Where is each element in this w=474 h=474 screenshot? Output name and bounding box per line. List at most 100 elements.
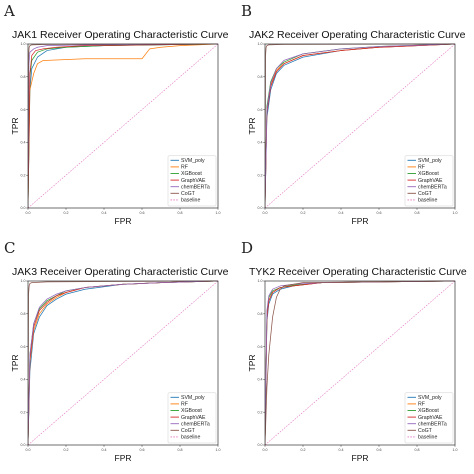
chart-title: TYK2 Receiver Operating Characteristic C…: [249, 266, 467, 278]
y-tick-label: 0.2: [258, 410, 263, 414]
y-tick-label: 1.0: [21, 279, 26, 283]
y-tick-label: 0.6: [21, 108, 26, 112]
y-tick-label: 0.8: [21, 312, 26, 316]
legend-entry: baseline: [181, 435, 200, 441]
chart-title: JAK1 Receiver Operating Characteristic C…: [12, 29, 229, 41]
y-tick-label: 0.8: [258, 75, 263, 79]
legend-box: [167, 155, 217, 207]
x-tick-label: 0.2: [64, 211, 69, 215]
x-tick-label: 0.4: [339, 211, 344, 215]
x-tick-label: 0.8: [178, 211, 183, 215]
y-axis-label: TPR: [10, 355, 20, 372]
legend-entry: GraphVAE: [181, 178, 206, 184]
legend-box: [404, 392, 454, 444]
y-tick-label: 0.0: [21, 443, 26, 447]
legend-entry: SVM_poly: [418, 158, 442, 164]
x-axis-label: FPR: [352, 216, 369, 226]
x-tick-label: 0.4: [102, 448, 107, 452]
x-tick-label: 0.0: [26, 448, 31, 452]
y-tick-label: 1.0: [21, 42, 26, 46]
x-tick-label: 1.0: [216, 448, 221, 452]
series-line-cogt: [265, 280, 456, 445]
series-line-chemberta: [28, 280, 219, 445]
y-tick-label: 0.4: [258, 378, 263, 382]
x-tick-label: 1.0: [453, 211, 458, 215]
y-tick-label: 0.8: [258, 312, 263, 316]
legend: SVM_polyRFXGBoostGraphVAEchemBERTaCoGTba…: [404, 392, 454, 444]
series-line-chemberta: [265, 280, 456, 445]
legend-entry: XGBoost: [181, 171, 202, 177]
x-tick-label: 0.0: [26, 211, 31, 215]
y-tick-label: 0.0: [258, 206, 263, 210]
x-tick-label: 1.0: [453, 448, 458, 452]
y-tick-label: 0.2: [21, 410, 26, 414]
legend-entry: baseline: [181, 198, 200, 204]
x-tick-label: 0.6: [377, 448, 382, 452]
y-tick-label: 0.8: [21, 75, 26, 79]
series-group: [28, 280, 219, 445]
series-line-cogt: [28, 280, 219, 445]
x-axis-label: FPR: [115, 216, 132, 226]
plot-frame: [27, 43, 219, 209]
x-axis-label: FPR: [115, 453, 132, 463]
legend-entry: chemBERTa: [418, 421, 447, 427]
legend-entry: baseline: [418, 198, 437, 204]
y-tick-label: 1.0: [258, 42, 263, 46]
legend-box: [404, 155, 454, 207]
x-axis-label: FPR: [352, 453, 369, 463]
legend-entry: CoGT: [181, 428, 196, 434]
chart-title: JAK3 Receiver Operating Characteristic C…: [12, 266, 229, 278]
plot-frame: [27, 280, 219, 446]
y-tick-label: 0.2: [258, 173, 263, 177]
series-group: [265, 280, 456, 445]
legend: SVM_polyRFXGBoostGraphVAEchemBERTaCoGTba…: [167, 155, 217, 207]
legend-entry: GraphVAE: [418, 415, 443, 421]
x-tick-label: 1.0: [216, 211, 221, 215]
series-line-rf: [28, 43, 219, 208]
panel-letter: C: [4, 239, 15, 257]
x-tick-label: 0.4: [339, 448, 344, 452]
legend-entry: CoGT: [181, 191, 196, 197]
panel-letter: B: [241, 2, 252, 20]
chart-title: JAK2 Receiver Operating Characteristic C…: [249, 29, 466, 41]
roc-panel-b: B JAK2 Receiver Operating Characteristic …: [241, 2, 466, 226]
legend-entry: XGBoost: [418, 408, 439, 414]
legend-entry: SVM_poly: [418, 395, 442, 401]
x-tick-label: 0.4: [102, 211, 107, 215]
legend-entry: XGBoost: [181, 408, 202, 414]
x-tick-label: 0.6: [377, 211, 382, 215]
y-tick-label: 0.6: [258, 108, 263, 112]
legend-entry: SVM_poly: [181, 395, 205, 401]
x-tick-label: 0.6: [140, 448, 145, 452]
legend-entry: baseline: [418, 435, 437, 441]
y-tick-label: 1.0: [258, 279, 263, 283]
series-line-graphvae: [28, 43, 219, 208]
legend: SVM_polyRFXGBoostGraphVAEchemBERTaCoGTba…: [404, 155, 454, 207]
y-tick-label: 0.6: [258, 345, 263, 349]
legend-entry: chemBERTa: [181, 421, 210, 427]
legend-entry: RF: [181, 402, 188, 408]
x-tick-label: 0.2: [301, 448, 306, 452]
legend-entry: SVM_poly: [181, 158, 205, 164]
x-tick-label: 0.0: [263, 211, 268, 215]
legend-entry: CoGT: [418, 428, 433, 434]
roc-panel-d: D TYK2 Receiver Operating Characteristic …: [241, 239, 467, 463]
legend-entry: chemBERTa: [418, 184, 447, 190]
x-tick-label: 0.6: [140, 211, 145, 215]
legend-entry: RF: [181, 165, 188, 171]
legend: SVM_polyRFXGBoostGraphVAEchemBERTaCoGTba…: [167, 392, 217, 444]
legend-entry: CoGT: [418, 191, 433, 197]
legend-entry: RF: [418, 165, 425, 171]
legend-entry: GraphVAE: [181, 415, 206, 421]
y-axis-label: TPR: [247, 118, 257, 135]
x-tick-label: 0.0: [263, 448, 268, 452]
y-tick-label: 0.4: [258, 141, 263, 145]
plot-frame: [264, 280, 456, 446]
legend-entry: chemBERTa: [181, 184, 210, 190]
y-tick-label: 0.4: [21, 141, 26, 145]
panel-letter: D: [241, 239, 253, 257]
legend-entry: GraphVAE: [418, 178, 443, 184]
legend-entry: XGBoost: [418, 171, 439, 177]
roc-panel-c: C JAK3 Receiver Operating Characteristic …: [4, 239, 229, 463]
